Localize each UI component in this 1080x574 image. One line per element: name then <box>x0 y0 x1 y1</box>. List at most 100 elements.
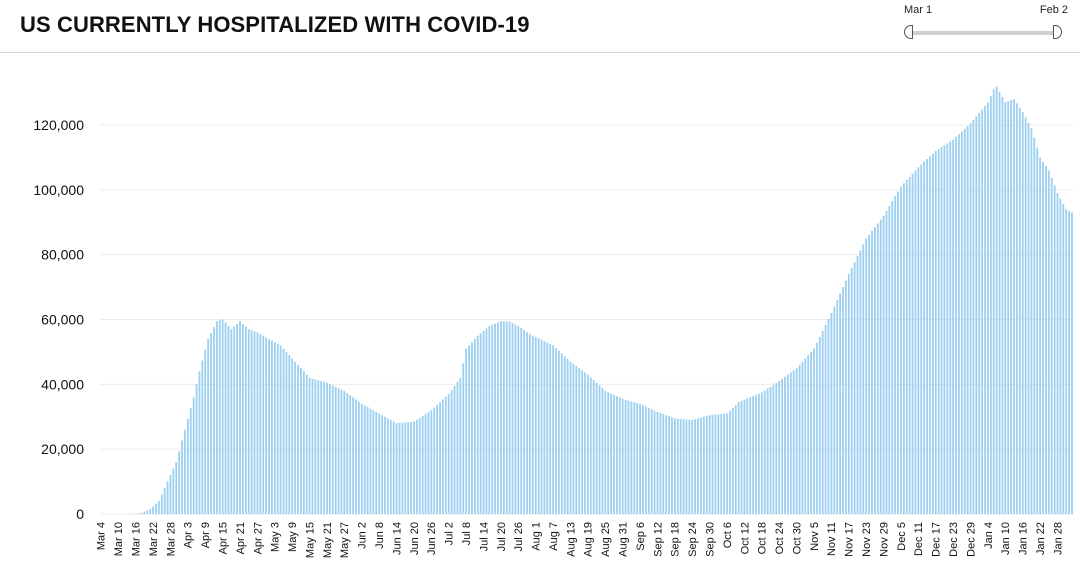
bar <box>682 419 685 514</box>
x-tick-label: May 21 <box>322 522 334 558</box>
bar <box>317 380 320 514</box>
range-track[interactable] <box>910 31 1058 35</box>
bar <box>215 321 218 514</box>
bar <box>468 345 470 514</box>
x-tick-label: Aug 13 <box>565 522 577 557</box>
date-range-slider[interactable]: Mar 1 Feb 2 <box>900 2 1070 46</box>
bar <box>186 418 189 514</box>
bar <box>813 348 815 514</box>
bar <box>627 400 630 514</box>
bar <box>311 378 314 514</box>
bar <box>711 414 714 514</box>
bar <box>447 394 450 514</box>
bar <box>140 513 143 514</box>
bar <box>1059 198 1062 515</box>
bar <box>746 398 749 514</box>
bar <box>221 319 224 514</box>
bar <box>508 321 511 514</box>
bar <box>517 325 520 514</box>
bar <box>273 342 276 514</box>
bar <box>801 361 804 514</box>
range-end-handle[interactable] <box>1053 25 1062 39</box>
bar <box>462 363 465 514</box>
bar <box>357 401 360 514</box>
bar <box>485 328 488 514</box>
bar <box>1010 100 1013 515</box>
bar <box>415 419 418 514</box>
bar <box>291 358 294 514</box>
x-tick-label: Jan 22 <box>1035 522 1047 555</box>
bar <box>685 419 688 514</box>
bar <box>914 170 917 514</box>
bar <box>647 407 650 514</box>
bar <box>450 390 453 514</box>
bar <box>247 329 250 514</box>
bar <box>949 141 952 514</box>
bar <box>633 402 636 514</box>
bar <box>581 370 583 514</box>
bar <box>326 382 328 514</box>
bar <box>995 86 998 514</box>
bar <box>610 393 612 514</box>
range-start-handle[interactable] <box>904 25 913 39</box>
x-tick-label: May 15 <box>304 522 316 558</box>
x-tick-label: Aug 1 <box>531 522 543 551</box>
chart-header: US CURRENTLY HOSPITALIZED WITH COVID-19 … <box>0 0 1080 53</box>
bar <box>697 418 699 514</box>
bar <box>262 335 265 514</box>
y-axis: 0 20,000 40,000 60,000 80,000 100,000 120,000 <box>33 117 84 522</box>
bar <box>720 414 723 514</box>
x-tick-label: Apr 3 <box>183 522 195 548</box>
bar <box>340 389 343 514</box>
bar <box>615 396 618 514</box>
bar <box>662 414 665 514</box>
x-tick-label: Jul 26 <box>513 522 525 551</box>
bar <box>644 406 647 514</box>
bar <box>323 381 326 514</box>
bar <box>1007 101 1010 515</box>
x-tick-label: Mar 28 <box>165 522 177 556</box>
bar <box>523 330 526 514</box>
bar <box>282 348 285 514</box>
bar <box>1053 185 1056 514</box>
bar <box>404 422 407 514</box>
bar <box>653 410 656 514</box>
bar <box>621 398 624 514</box>
bar <box>784 376 786 514</box>
bar <box>981 109 984 514</box>
bar <box>705 415 708 514</box>
bar <box>372 410 375 514</box>
bar <box>572 363 575 514</box>
bar <box>726 413 728 514</box>
x-tick-label: Jun 8 <box>374 522 386 549</box>
bar <box>421 415 424 514</box>
bar <box>897 191 899 514</box>
bar <box>473 338 476 514</box>
x-tick-label: Jul 8 <box>461 522 473 545</box>
bar <box>778 381 781 514</box>
bar <box>178 451 181 514</box>
bar <box>424 414 427 514</box>
bar <box>552 345 555 514</box>
bar <box>236 323 239 514</box>
bar <box>389 419 392 514</box>
bar <box>929 156 931 514</box>
bar <box>1062 203 1065 514</box>
bar <box>740 400 743 514</box>
y-tick-label: 40,000 <box>41 376 84 392</box>
bar <box>975 116 978 515</box>
bar <box>546 342 549 514</box>
bar <box>537 338 540 514</box>
x-tick-label: Dec 29 <box>965 522 977 557</box>
y-tick-label: 60,000 <box>41 312 84 328</box>
bar <box>511 323 514 514</box>
bar <box>694 419 697 514</box>
bar <box>227 325 230 514</box>
bar <box>795 368 798 515</box>
x-tick-label: Mar 10 <box>113 522 125 556</box>
bar <box>352 397 354 514</box>
bar <box>589 377 592 514</box>
x-tick-label: Sep 18 <box>670 522 682 557</box>
bar <box>1071 212 1073 514</box>
bar <box>285 351 288 514</box>
